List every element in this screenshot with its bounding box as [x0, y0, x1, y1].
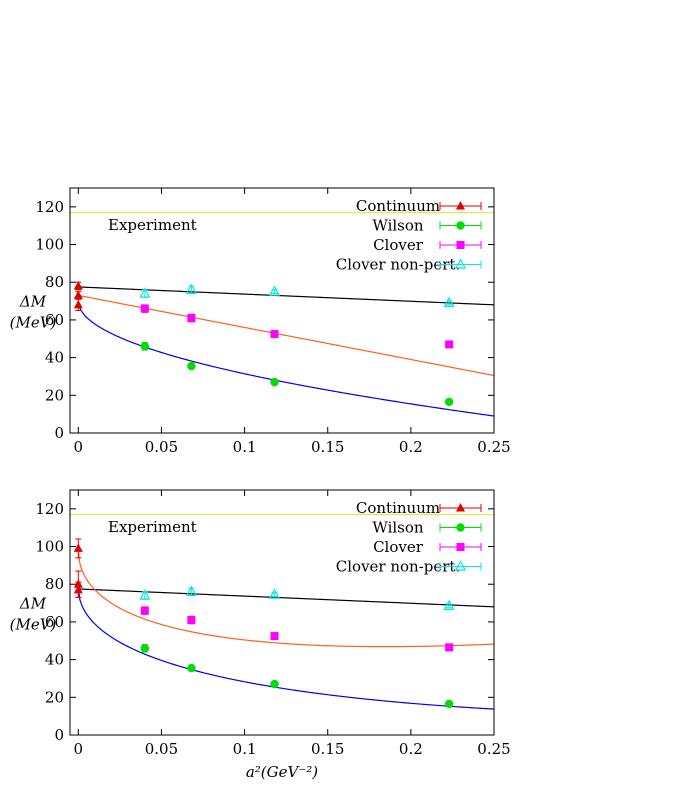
data-point [445, 643, 454, 652]
series-wilson [140, 342, 454, 407]
data-point [443, 599, 455, 611]
x-tick-label: 0.15 [311, 740, 344, 758]
y-axis-unit-label: (MeV) [10, 314, 57, 332]
fit-curve-fit_clover [78, 294, 494, 377]
series-clover_np [139, 585, 455, 611]
legend-label-clover_np: Clover non-pert. [336, 558, 460, 576]
panel-bottom: 0 0.05 0.1 0.15 0.2 0.25 0 20 40 60 80 100 120 Experi… [10, 489, 511, 781]
legend-marker-continuum [456, 201, 465, 210]
y-tick-label: 80 [45, 575, 64, 593]
legend-label-wilson: Wilson [372, 519, 423, 537]
data-point [185, 585, 197, 596]
legend-label-continuum: Continuum [356, 499, 440, 517]
legend-marker-wilson [456, 523, 465, 532]
y-tick-label: 20 [45, 688, 64, 706]
y-axis-label: ΔM [19, 595, 47, 613]
data-point [187, 616, 196, 625]
data-point [270, 632, 279, 641]
x-tick-label: 0.2 [399, 438, 423, 456]
legend-marker-clover_np [455, 258, 466, 269]
x-tick-label: 0.25 [477, 740, 510, 758]
legend-marker-wilson [456, 221, 465, 230]
data-point [444, 699, 454, 709]
y-tick-label: 100 [35, 538, 64, 556]
y-tick-label: 20 [45, 386, 64, 404]
data-point [140, 342, 150, 351]
data-point [187, 314, 196, 323]
plot-frame [69, 187, 495, 434]
legend-label-clover: Clover [373, 236, 424, 254]
y-tick-label: 80 [45, 273, 64, 291]
data-point [73, 281, 83, 290]
x-tick-label: 0.25 [477, 438, 510, 456]
data-point [140, 644, 150, 653]
experiment-label: Experiment [108, 216, 197, 234]
x-tick-label: 0.2 [399, 740, 423, 758]
y-tick-label: 60 [45, 613, 64, 631]
y-axis-unit-label: (MeV) [10, 616, 57, 634]
data-point [444, 397, 454, 407]
legend-label-clover_np: Clover non-pert. [336, 256, 460, 274]
data-point [73, 299, 83, 309]
series-clover_np [139, 283, 455, 308]
plot-frame [69, 489, 495, 736]
fit-curve-fit_wilson [77, 300, 494, 417]
data-point [445, 340, 454, 349]
legend-label-wilson: Wilson [372, 217, 423, 235]
data-point [187, 663, 196, 673]
legend-marker-continuum [456, 503, 465, 512]
data-point [270, 679, 279, 689]
y-tick-label: 120 [35, 198, 64, 216]
data-point [140, 304, 149, 313]
data-point [270, 330, 279, 339]
series-wilson [140, 644, 454, 709]
x-tick-label: 0 [74, 740, 84, 758]
x-tick-label: 0.1 [233, 740, 257, 758]
legend-marker-clover_np [455, 560, 466, 571]
series-continuum [73, 538, 83, 598]
panel-top: 0 0.05 0.1 0.15 0.2 0.25 0 20 40 60 80 100 120 Experi… [10, 187, 511, 456]
data-point [269, 588, 281, 599]
experiment-label: Experiment [108, 518, 197, 536]
x-axis-label: a²(GeV⁻²) [246, 763, 318, 781]
y-tick-label: 0 [54, 424, 64, 442]
legend-label-clover: Clover [373, 538, 424, 556]
legend-label-continuum: Continuum [356, 197, 440, 215]
data-point [187, 361, 196, 371]
data-point [185, 283, 197, 294]
x-tick-label: 0.05 [145, 740, 178, 758]
series-clover [140, 606, 454, 652]
fit-curve-fit_clover [77, 550, 494, 648]
y-tick-label: 60 [45, 311, 64, 329]
x-tick-label: 0.15 [311, 438, 344, 456]
x-tick-label: 0 [74, 438, 84, 456]
y-tick-label: 120 [35, 500, 64, 518]
y-tick-label: 100 [35, 236, 64, 254]
data-point [73, 584, 83, 594]
y-tick-label: 40 [45, 349, 64, 367]
data-point [270, 377, 279, 387]
y-tick-label: 40 [45, 651, 64, 669]
x-tick-label: 0.05 [145, 438, 178, 456]
data-point [139, 287, 151, 298]
legend-marker-clover [456, 241, 465, 249]
x-tick-label: 0.1 [233, 438, 257, 456]
data-point [443, 296, 455, 308]
data-point [73, 290, 83, 299]
y-axis-label: ΔM [19, 293, 47, 311]
data-point [73, 543, 83, 552]
legend-marker-clover [456, 543, 465, 551]
series-continuum [73, 281, 83, 311]
series-clover [140, 304, 454, 349]
data-point [140, 606, 149, 615]
y-tick-label: 0 [54, 726, 64, 744]
data-point [139, 589, 151, 600]
fit-curve-fit_wilson [77, 587, 494, 710]
data-point [269, 285, 281, 296]
